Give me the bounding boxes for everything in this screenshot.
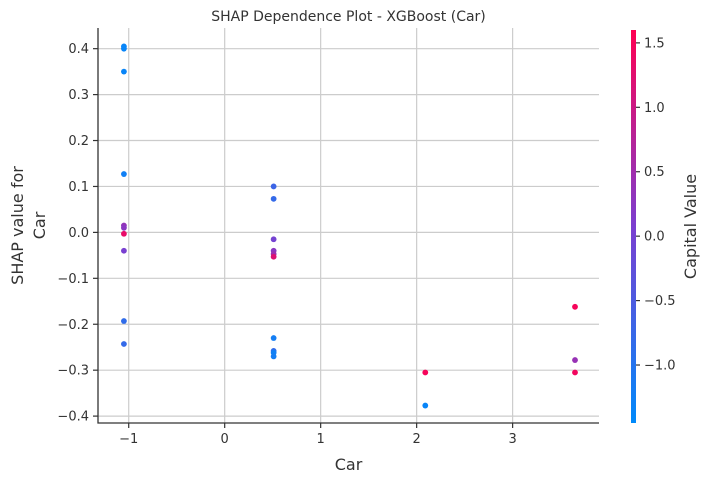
colorbar: −1.0 −0.5 0.0 0.5 1.0 1.5 <box>631 30 676 423</box>
y-tick-label: −0.3 <box>57 364 89 379</box>
x-tick-label: 2 <box>413 432 421 447</box>
y-tick-label: −0.1 <box>57 272 89 287</box>
scatter-point <box>121 247 127 254</box>
y-tick-label: 0.1 <box>68 180 89 195</box>
colorbar-tick-label: 0.0 <box>644 230 665 245</box>
x-tick-label: 3 <box>508 432 516 447</box>
x-axis-title: Car <box>335 455 363 474</box>
y-tick-label: 0.0 <box>68 226 89 241</box>
x-tick-label: −1 <box>119 432 138 447</box>
y-tick-label: 0.4 <box>68 42 89 57</box>
chart-title: SHAP Dependence Plot - XGBoost (Car) <box>211 9 486 25</box>
scatter-point <box>270 253 277 260</box>
axes: −1 0 1 2 3 −0.4 −0.3 −0.2 −0.1 0.0 0.1 0.2 0.3 0.4 <box>57 28 599 447</box>
grid <box>98 28 599 423</box>
colorbar-tick-label: −0.5 <box>644 294 676 309</box>
colorbar-tick-label: 0.5 <box>644 165 665 180</box>
y-tick-label: −0.2 <box>57 318 89 333</box>
scatter-point <box>121 224 127 231</box>
scatter-point <box>121 341 127 347</box>
scatter-point <box>572 369 578 376</box>
colorbar-gradient <box>631 30 636 423</box>
axis-spines <box>97 28 599 424</box>
colorbar-title: Capital Value <box>681 174 700 279</box>
scatter-point <box>270 195 277 202</box>
x-tick-label: 0 <box>221 432 229 447</box>
y-tick-label: −0.4 <box>57 410 89 425</box>
scatter-point <box>121 68 127 75</box>
scatter-point <box>121 318 127 324</box>
scatter-point <box>270 236 277 243</box>
y-tick-label: 0.3 <box>68 88 89 103</box>
scatter-point <box>572 357 578 363</box>
scatter-point <box>422 402 429 409</box>
scatter-points <box>121 43 578 409</box>
x-tick-label: 1 <box>317 432 325 447</box>
scatter-point <box>422 369 429 376</box>
colorbar-tick-label: −1.0 <box>644 359 676 374</box>
scatter-point <box>121 171 127 177</box>
colorbar-tick-label: 1.5 <box>644 36 665 51</box>
y-axis-title-line-1: SHAP value for <box>8 166 27 285</box>
scatter-point <box>121 45 127 52</box>
scatter-point <box>270 335 277 341</box>
y-tick-label: 0.2 <box>68 134 89 149</box>
colorbar-tick-label: 1.0 <box>644 101 665 116</box>
y-axis-title-line-2: Car <box>30 211 49 239</box>
scatter-point <box>270 183 277 190</box>
scatter-point <box>572 303 578 310</box>
scatter-point <box>270 353 277 360</box>
scatter-point <box>121 230 127 237</box>
